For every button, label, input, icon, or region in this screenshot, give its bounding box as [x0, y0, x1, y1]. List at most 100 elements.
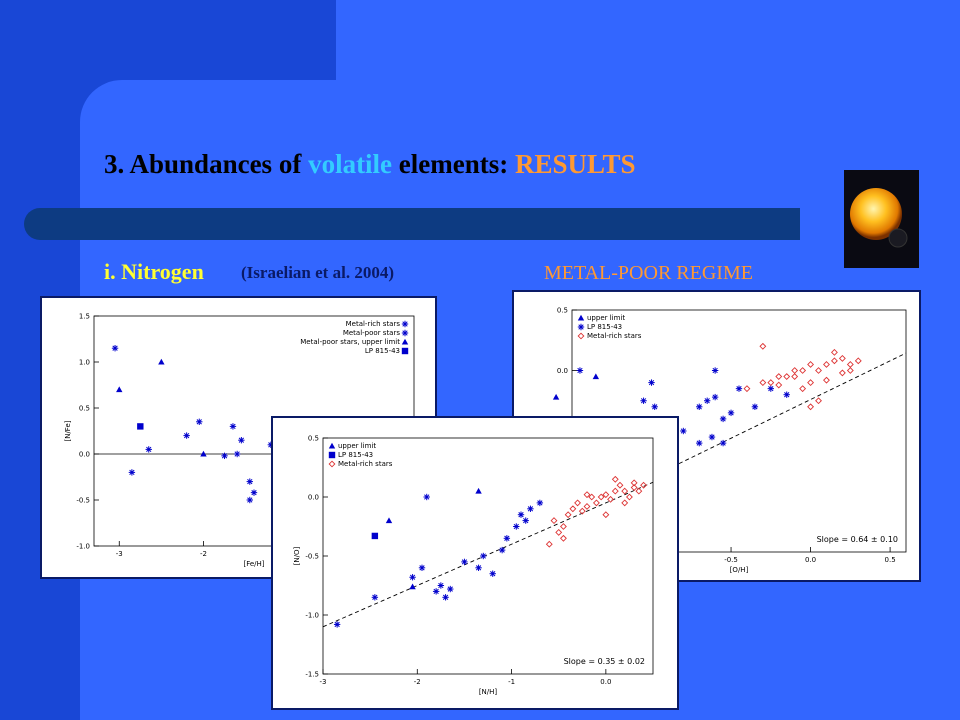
- data-point: [783, 373, 791, 380]
- corner-curve: [80, 80, 160, 160]
- data-point: [775, 373, 783, 380]
- data-point: [246, 496, 253, 504]
- plot-frame: [322, 437, 654, 675]
- data-point: [592, 373, 600, 380]
- y-tick-label: 0.0: [557, 367, 568, 375]
- legend-marker: [401, 347, 409, 355]
- data-point: [735, 385, 743, 392]
- x-axis-label: [N/H]: [479, 688, 498, 696]
- legend-label: Metal-rich stars: [346, 320, 401, 328]
- data-point: [550, 517, 558, 525]
- legend-marker: [328, 442, 336, 449]
- data-point: [815, 397, 822, 405]
- data-point: [625, 493, 633, 501]
- data-point: [719, 415, 727, 423]
- x-tick-label: -2: [200, 550, 207, 558]
- data-point: [743, 385, 751, 393]
- data-point: [527, 505, 534, 512]
- data-point: [475, 564, 482, 571]
- data-point: [791, 367, 799, 374]
- x-axis-label: [Fe/H]: [243, 560, 264, 568]
- sun-planet-icon: [844, 170, 919, 268]
- data-point: [727, 409, 735, 417]
- data-point: [767, 385, 775, 392]
- data-point: [635, 487, 643, 495]
- legend-marker: [401, 338, 409, 345]
- legend-label: LP 815-43: [587, 323, 622, 331]
- data-point: [648, 379, 655, 386]
- data-point: [503, 535, 511, 542]
- data-point: [246, 478, 253, 485]
- y-tick-label: 0.0: [308, 494, 319, 502]
- data-point: [767, 379, 775, 387]
- legend-label: upper limit: [338, 442, 376, 450]
- data-point: [545, 540, 553, 548]
- y-axis-label: [N/Fe]: [64, 420, 72, 441]
- data-point: [651, 403, 658, 410]
- data-point: [385, 517, 393, 524]
- data-point: [498, 546, 506, 554]
- y-tick-label: -0.5: [76, 497, 90, 505]
- legend-label: Metal-poor stars: [343, 329, 401, 337]
- data-point: [423, 493, 430, 501]
- data-point: [611, 487, 619, 495]
- legend-label: LP 815-43: [338, 451, 373, 459]
- legend-label: Metal-rich stars: [338, 460, 393, 468]
- data-point: [791, 373, 799, 380]
- legend-label: Metal-poor stars, upper limit: [300, 338, 400, 346]
- top-decor-block: [0, 0, 336, 80]
- data-point: [371, 594, 379, 601]
- data-point: [846, 361, 854, 368]
- data-point: [569, 505, 577, 513]
- data-point: [719, 439, 727, 447]
- data-point: [442, 594, 449, 601]
- x-tick-label: 0.0: [600, 678, 611, 686]
- data-point: [838, 369, 846, 377]
- data-point: [588, 493, 596, 501]
- y-tick-label: 1.5: [79, 313, 90, 321]
- data-point: [630, 484, 638, 491]
- data-point: [250, 489, 258, 496]
- data-point: [823, 361, 830, 368]
- chart-n-o: -3 -2 -1 0.0 -1.5 -1.0 -0.5 0.0 0.5 [N/H] [N/O] upp…: [293, 435, 654, 696]
- data-point: [611, 475, 619, 483]
- data-point: [196, 418, 203, 425]
- x-tick-label: -3: [320, 678, 327, 686]
- x-axis-label: [O/H]: [730, 566, 749, 574]
- data-point: [552, 393, 560, 400]
- data-point: [111, 345, 119, 352]
- data-point: [830, 348, 838, 356]
- data-point: [116, 386, 123, 393]
- data-point: [489, 570, 496, 577]
- data-point: [432, 588, 440, 595]
- data-point: [823, 376, 830, 384]
- data-point: [574, 499, 582, 507]
- data-point: [640, 397, 647, 404]
- data-point: [602, 511, 610, 519]
- data-point: [696, 403, 703, 410]
- data-point: [576, 367, 584, 374]
- data-point: [437, 582, 445, 589]
- data-point: [517, 511, 525, 518]
- data-point: [597, 493, 605, 501]
- data-point: [559, 523, 567, 530]
- legend-marker: [328, 451, 336, 459]
- data-point: [128, 469, 136, 476]
- data-point: [708, 433, 716, 441]
- y-tick-label: -0.5: [305, 553, 319, 561]
- data-point: [783, 391, 790, 398]
- data-point: [200, 450, 207, 457]
- legend-marker: [401, 320, 409, 328]
- y-tick-label: -1.0: [305, 612, 319, 620]
- data-point: [838, 354, 846, 362]
- data-point: [703, 397, 711, 404]
- data-point: [621, 499, 629, 507]
- data-point: [564, 511, 572, 519]
- subtitle-nitrogen: i. Nitrogen: [104, 259, 204, 284]
- data-point: [640, 481, 648, 489]
- data-point: [630, 479, 638, 487]
- x-tick-label: 0.5: [885, 556, 896, 564]
- y-tick-label: 0.5: [79, 405, 90, 413]
- x-tick-label: -3: [116, 550, 123, 558]
